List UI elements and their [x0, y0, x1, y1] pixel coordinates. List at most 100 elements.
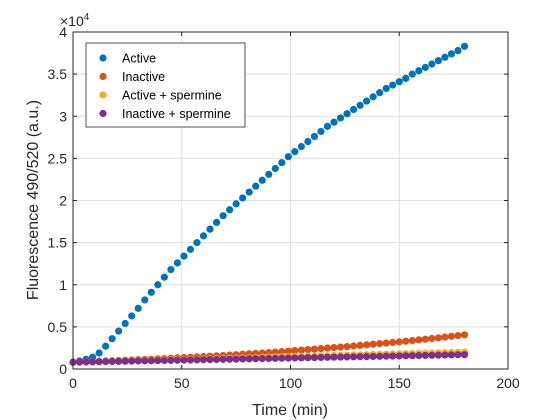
legend-entry: Inactive	[122, 70, 165, 84]
data-point	[402, 352, 409, 359]
data-point	[272, 355, 279, 362]
data-point	[233, 200, 240, 207]
data-point	[259, 355, 266, 362]
legend-marker	[99, 54, 106, 61]
data-point	[389, 81, 396, 88]
data-point	[219, 212, 226, 219]
x-tick-label: 0	[69, 375, 77, 391]
data-point	[167, 357, 174, 364]
legend: Active Inactive Active + spermine Inactive …	[86, 43, 245, 127]
data-point	[239, 194, 246, 201]
data-point	[415, 336, 422, 343]
data-point	[265, 355, 272, 362]
data-point	[115, 358, 122, 365]
data-point	[187, 356, 194, 363]
data-point	[435, 57, 442, 64]
data-point	[435, 352, 442, 359]
data-point	[193, 356, 200, 363]
y-exponent-label: ×104	[60, 12, 90, 29]
data-point	[350, 342, 357, 349]
data-point	[135, 305, 142, 312]
data-point	[141, 357, 148, 364]
y-tick-label: 0	[59, 361, 67, 377]
data-point	[122, 320, 129, 327]
x-tick-labels: 0 50 100 150 200	[69, 375, 520, 391]
legend-marker	[99, 110, 106, 117]
data-point	[317, 345, 324, 352]
data-point	[200, 232, 207, 239]
data-point	[109, 358, 116, 365]
data-point	[96, 349, 103, 356]
data-point	[115, 327, 122, 334]
data-point	[428, 60, 435, 67]
data-point	[161, 274, 168, 281]
data-point	[174, 357, 181, 364]
legend-marker	[99, 73, 106, 80]
data-point	[259, 177, 266, 184]
data-point	[383, 85, 390, 92]
data-point	[304, 354, 311, 361]
data-point	[76, 359, 83, 366]
data-point	[324, 345, 331, 352]
data-point	[343, 110, 350, 117]
data-point	[409, 71, 416, 78]
data-point	[278, 355, 285, 362]
data-point	[396, 352, 403, 359]
data-point	[311, 346, 318, 353]
data-point	[337, 114, 344, 121]
y-tick-label: 2.5	[48, 150, 68, 166]
data-point	[454, 332, 461, 339]
data-point	[193, 239, 200, 246]
data-point	[213, 356, 220, 363]
data-point	[304, 138, 311, 145]
data-point	[376, 340, 383, 347]
legend-entry: Active + spermine	[122, 89, 222, 103]
y-tick-label: 1.5	[48, 235, 68, 251]
legend-entry: Inactive + spermine	[122, 107, 231, 121]
y-axis-label: Fluorescence 490/520 (a.u.)	[25, 100, 42, 300]
data-point	[239, 355, 246, 362]
data-point	[311, 354, 318, 361]
data-point	[272, 165, 279, 172]
data-point	[109, 335, 116, 342]
data-point	[357, 353, 364, 360]
data-point	[389, 352, 396, 359]
data-point	[441, 54, 448, 61]
data-point	[343, 353, 350, 360]
y-tick-label: 1	[59, 277, 67, 293]
data-point	[246, 355, 253, 362]
data-point	[422, 336, 429, 343]
data-point	[285, 354, 292, 361]
data-point	[161, 357, 168, 364]
y-tick-labels: 0 0.5 1 1.5 2 2.5 3 3.5 4	[48, 24, 68, 377]
data-point	[350, 353, 357, 360]
data-point	[128, 312, 135, 319]
data-point	[252, 183, 259, 190]
y-tick-label: 3	[59, 108, 67, 124]
data-point	[428, 335, 435, 342]
data-point	[102, 358, 109, 365]
data-point	[311, 133, 318, 140]
data-point	[324, 354, 331, 361]
data-point	[337, 353, 344, 360]
data-point	[226, 206, 233, 213]
data-point	[343, 343, 350, 350]
legend-marker	[99, 91, 106, 98]
data-point	[389, 339, 396, 346]
x-axis-label: Time (min)	[252, 402, 328, 419]
y-tick-label: 2	[59, 193, 67, 209]
y-tick-label: 0.5	[48, 319, 68, 335]
data-point	[461, 351, 468, 358]
data-point	[441, 351, 448, 358]
data-point	[200, 356, 207, 363]
data-point	[128, 358, 135, 365]
data-point	[304, 346, 311, 353]
data-point	[180, 357, 187, 364]
data-point	[363, 341, 370, 348]
data-point	[265, 171, 272, 178]
data-point	[122, 358, 129, 365]
data-point	[285, 153, 292, 160]
data-point	[148, 357, 155, 364]
data-point	[330, 344, 337, 351]
